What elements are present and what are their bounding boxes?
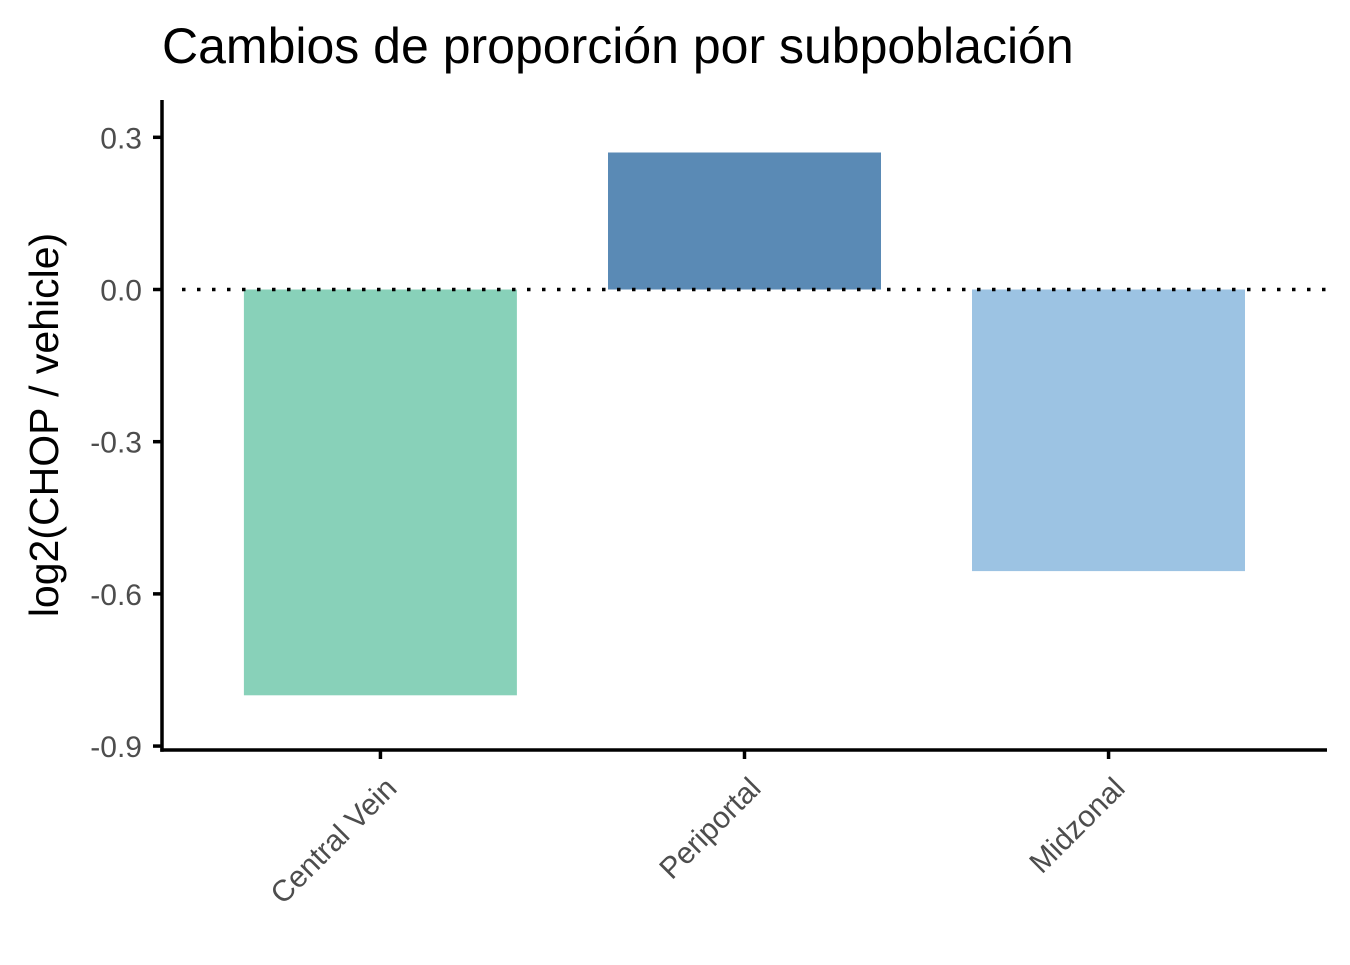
bar-midzonal [972,289,1245,572]
x-tick-label: Periportal [653,772,767,886]
bar-central-vein [243,289,517,696]
y-tick-label: 0.3 [100,122,142,155]
y-tick-label: -0.6 [90,579,142,612]
chart-title: Cambios de proporción por subpoblación [162,18,1074,74]
y-tick-label: 0.0 [100,275,142,308]
y-axis-ticks: 0.3 0.0 -0.3 -0.6 -0.9 [90,122,162,764]
y-tick-label: -0.3 [90,427,142,460]
bars [243,152,1245,696]
y-axis-label: log2(CHOP / vehicle) [21,233,67,617]
y-tick-label: -0.9 [90,731,142,764]
x-axis-ticks: Central Vein Periportal Midzonal [264,750,1132,911]
x-tick-label: Midzonal [1023,772,1131,880]
x-tick-label: Central Vein [264,772,403,911]
bar-periportal [608,152,881,290]
